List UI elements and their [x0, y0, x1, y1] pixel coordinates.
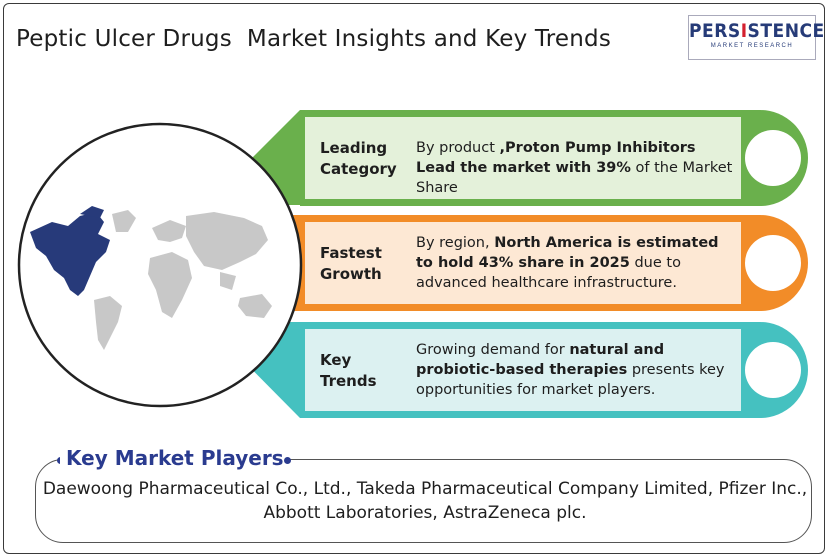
world-map-icon — [17, 122, 303, 408]
row-leading-category-label: Leading Category — [320, 138, 397, 180]
infographic-frame — [3, 3, 825, 554]
key-players-list: Daewoong Pharmaceutical Co., Ltd., Taked… — [42, 479, 808, 523]
row-key-trends-text: Growing demand for natural and probiotic… — [416, 342, 725, 398]
row-leading-category-shape — [205, 110, 808, 206]
row-fastest-growth-text: By region, North America is estimated to… — [416, 235, 719, 291]
page-title: Peptic Ulcer Drugs Market Insights and K… — [16, 26, 612, 52]
row-key-trends-label: Key Trends — [320, 350, 377, 392]
heading-dot-right — [284, 457, 291, 464]
key-players-box — [35, 459, 812, 543]
key-players-heading: Key Market Players — [60, 446, 290, 470]
category-line-2: Trends — [320, 372, 377, 390]
category-line-1: Leading — [320, 139, 388, 157]
category-line-2: Growth — [320, 265, 382, 283]
category-line-1: Key — [320, 351, 352, 369]
row-leading-category-text: By product ,Proton Pump Inhibitors Lead … — [416, 140, 733, 196]
row-fastest-growth-label: Fastest Growth — [320, 243, 382, 285]
logo-tagline: MARKET RESEARCH — [710, 43, 794, 49]
category-line-2: Category — [320, 160, 397, 178]
category-line-1: Fastest — [320, 244, 382, 262]
persistence-logo: PERSISTENCE MARKET RESEARCH — [688, 15, 825, 60]
row-fastest-growth-shape — [230, 215, 808, 311]
logo-wordmark: PERSISTENCE — [689, 20, 825, 42]
